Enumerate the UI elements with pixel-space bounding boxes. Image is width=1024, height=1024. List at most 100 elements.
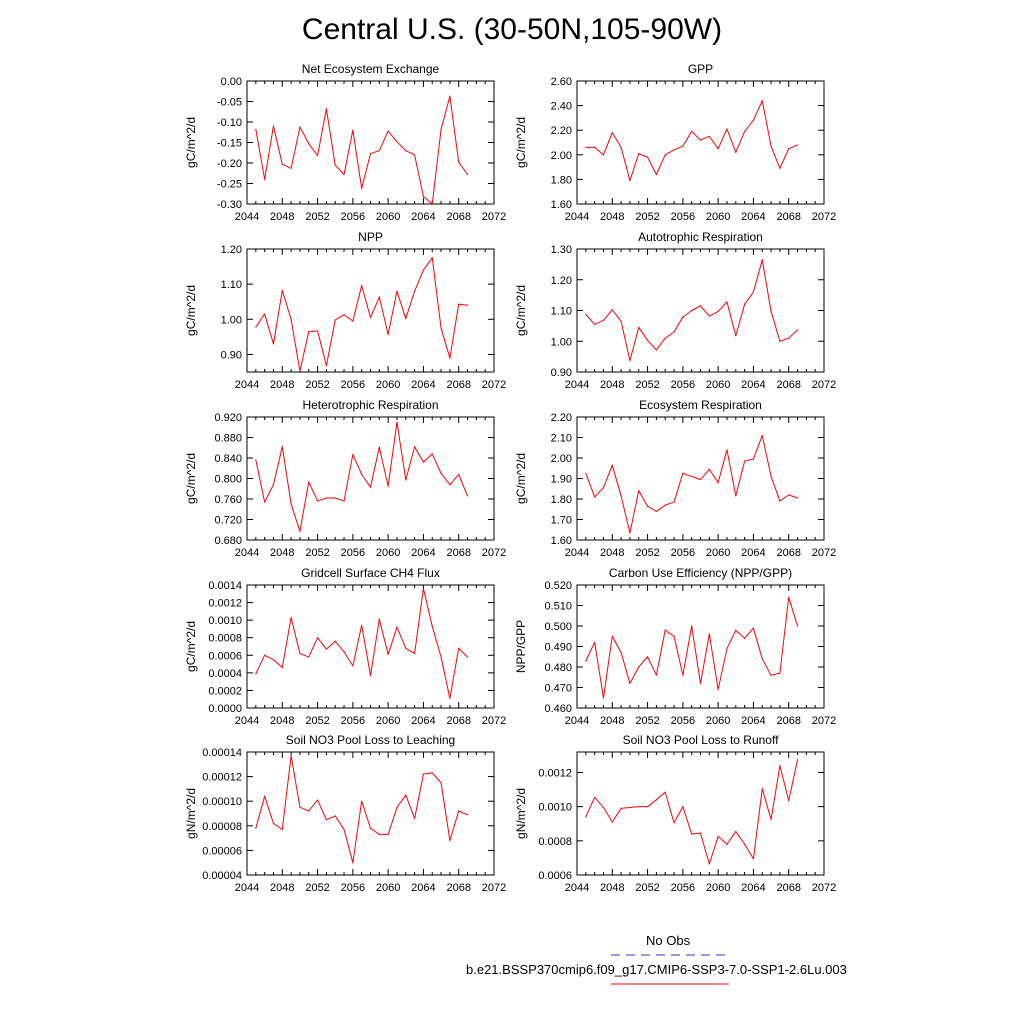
chart-1-net-ecosystem-exchange-point <box>440 128 442 130</box>
chart-2-gpp-point <box>664 154 666 156</box>
chart-8-carbon-use-efficiency-npp-gpp-point <box>796 625 799 627</box>
chart-1-net-ecosystem-exchange-xtick-label: 2052 <box>305 211 329 223</box>
chart-1-net-ecosystem-exchange-point <box>272 125 275 127</box>
chart-5-heterotrophic-respiration-point <box>325 497 327 499</box>
chart-7-gridcell-surface-ch4-flux-point <box>308 656 310 658</box>
chart-6-ecosystem-respiration: Ecosystem Respiration gC/m^2/d 2044 2048 205… <box>514 398 836 559</box>
chart-8-carbon-use-efficiency-npp-gpp-point <box>726 647 728 650</box>
chart-10-soil-no3-pool-loss-to-runoff-xtick-label: 2072 <box>812 882 836 894</box>
chart-7-gridcell-surface-ch4-flux-point <box>422 587 425 590</box>
chart-10-soil-no3-pool-loss-to-runoff-point <box>620 807 622 809</box>
chart-1-net-ecosystem-exchange-ytick-label: -0.20 <box>217 158 242 170</box>
chart-1-net-ecosystem-exchange-frame <box>246 80 495 205</box>
chart-8-carbon-use-efficiency-npp-gpp-point <box>585 660 587 662</box>
chart-6-ecosystem-respiration-xtick-label: 2072 <box>812 547 836 559</box>
chart-2-gpp-point <box>594 146 596 149</box>
chart-2-gpp-point <box>620 146 622 149</box>
chart-2-gpp-ytick-label: 2.20 <box>551 125 572 137</box>
chart-3-npp: NPP gC/m^2/d 2044 2048 2052 2056 2060 2064 2068 2… <box>184 230 506 391</box>
chart-1-net-ecosystem-exchange-ytick-label: -0.15 <box>217 138 242 150</box>
chart-7-gridcell-surface-ch4-flux-point <box>405 647 407 649</box>
chart-8-carbon-use-efficiency-npp-gpp-point <box>664 629 666 631</box>
chart-6-ecosystem-respiration-point <box>602 487 605 489</box>
chart-10-soil-no3-pool-loss-to-runoff-xtick-label: 2056 <box>671 882 695 894</box>
chart-3-npp-ytick-label: 1.20 <box>221 244 242 256</box>
chart-5-heterotrophic-respiration-ytick-label: 0.920 <box>214 412 242 424</box>
chart-9-soil-no3-pool-loss-to-leaching-ytick-label: 0.00004 <box>202 870 242 882</box>
chart-2-gpp-series-line <box>585 100 798 182</box>
chart-4-autotrophic-respiration-point <box>717 310 719 313</box>
chart-5-heterotrophic-respiration-point <box>466 495 469 497</box>
chart-10-soil-no3-pool-loss-to-runoff-point <box>744 843 746 845</box>
chart-2-gpp-point <box>691 130 693 133</box>
chart-1-net-ecosystem-exchange-point <box>316 155 319 157</box>
chart-7-gridcell-surface-ch4-flux-point <box>264 654 266 656</box>
chart-4-autotrophic-respiration-point <box>629 360 631 362</box>
chart-10-soil-no3-pool-loss-to-runoff-point <box>691 833 693 835</box>
chart-8-carbon-use-efficiency-npp-gpp-point <box>779 672 781 674</box>
chart-3-npp-point <box>361 284 363 287</box>
chart-7-gridcell-surface-ch4-flux-ytick-label: 0.0012 <box>208 598 242 610</box>
chart-4-autotrophic-respiration-point <box>752 291 755 293</box>
chart-4-autotrophic-respiration-xtick-label: 2068 <box>776 379 800 391</box>
chart-5-heterotrophic-respiration-point <box>414 446 416 448</box>
chart-4-autotrophic-respiration-point <box>585 313 587 316</box>
chart-2-gpp-point <box>726 128 728 130</box>
chart-4-autotrophic-respiration-point <box>726 301 728 303</box>
chart-4-autotrophic-respiration-ylabel: gC/m^2/d <box>514 285 528 336</box>
chart-1-net-ecosystem-exchange-point <box>361 187 363 190</box>
chart-8-carbon-use-efficiency-npp-gpp-xtick-label: 2060 <box>706 715 730 727</box>
chart-4-autotrophic-respiration-xtick-label: 2044 <box>565 379 589 391</box>
chart-9-soil-no3-pool-loss-to-leaching-xtick-label: 2056 <box>341 882 365 894</box>
chart-1-net-ecosystem-exchange-point <box>308 143 310 145</box>
chart-4-autotrophic-respiration-ytick-label: 1.20 <box>551 275 572 287</box>
chart-9-soil-no3-pool-loss-to-leaching-point <box>316 799 319 801</box>
chart-1-net-ecosystem-exchange-point <box>264 178 266 180</box>
chart-4-autotrophic-respiration-ytick-label: 0.90 <box>551 367 572 379</box>
chart-3-npp-xtick-label: 2052 <box>305 379 329 391</box>
chart-9-soil-no3-pool-loss-to-leaching-xtick-label: 2048 <box>270 882 294 894</box>
chart-6-ecosystem-respiration-ytick-label: 1.80 <box>551 494 572 506</box>
chart-4-autotrophic-respiration-point <box>779 340 781 342</box>
chart-6-ecosystem-respiration-point <box>788 494 790 496</box>
chart-10-soil-no3-pool-loss-to-runoff-point <box>602 806 605 809</box>
chart-7-gridcell-surface-ch4-flux-ylabel: gC/m^2/d <box>184 621 198 672</box>
chart-6-ecosystem-respiration-point <box>585 472 587 474</box>
chart-2-gpp: GPP gC/m^2/d 2044 2048 2052 2056 2060 2064 2068 2… <box>514 62 836 223</box>
chart-1-net-ecosystem-exchange-point <box>378 150 380 152</box>
chart-8-carbon-use-efficiency-npp-gpp-point <box>691 625 693 627</box>
chart-4-autotrophic-respiration-point <box>620 320 622 322</box>
chart-3-npp-point <box>378 296 380 298</box>
chart-10-soil-no3-pool-loss-to-runoff-title: Soil NO3 Pool Loss to Runoff <box>623 733 780 747</box>
chart-7-gridcell-surface-ch4-flux-xtick-label: 2052 <box>305 715 329 727</box>
chart-4-autotrophic-respiration-xtick-label: 2064 <box>741 379 765 391</box>
chart-7-gridcell-surface-ch4-flux-point <box>449 697 451 699</box>
chart-8-carbon-use-efficiency-npp-gpp-point <box>629 682 631 685</box>
chart-9-soil-no3-pool-loss-to-leaching-xtick-label: 2052 <box>305 882 329 894</box>
chart-9-soil-no3-pool-loss-to-leaching-xtick-label: 2064 <box>411 882 435 894</box>
chart-5-heterotrophic-respiration-ylabel: gC/m^2/d <box>184 453 198 504</box>
chart-8-carbon-use-efficiency-npp-gpp-point <box>752 627 755 629</box>
chart-2-gpp-point <box>752 119 755 121</box>
chart-7-gridcell-surface-ch4-flux-xtick-label: 2064 <box>411 715 435 727</box>
chart-5-heterotrophic-respiration: Heterotrophic Respiration gC/m^2/d 2044 204… <box>184 398 506 559</box>
chart-7-gridcell-surface-ch4-flux-point <box>378 618 380 620</box>
chart-4-autotrophic-respiration-point <box>708 315 710 317</box>
chart-9-soil-no3-pool-loss-to-leaching-point <box>255 827 257 829</box>
chart-10-soil-no3-pool-loss-to-runoff-point <box>629 806 631 809</box>
chart-5-heterotrophic-respiration-point <box>449 484 451 486</box>
chart-6-ecosystem-respiration-xtick-label: 2068 <box>776 547 800 559</box>
chart-5-heterotrophic-respiration-point <box>458 473 460 475</box>
chart-8-carbon-use-efficiency-npp-gpp-point <box>602 697 605 699</box>
chart-7-gridcell-surface-ch4-flux-frame <box>246 584 495 709</box>
chart-10-soil-no3-pool-loss-to-runoff-point <box>761 788 763 790</box>
chart-10-soil-no3-pool-loss-to-runoff-ytick-label: 0.0012 <box>538 768 572 780</box>
chart-4-autotrophic-respiration-point <box>691 309 693 312</box>
chart-8-carbon-use-efficiency-npp-gpp-xtick-label: 2072 <box>812 715 836 727</box>
chart-1-net-ecosystem-exchange-point <box>334 164 336 166</box>
chart-2-gpp-point <box>629 180 631 182</box>
chart-5-heterotrophic-respiration-point <box>281 446 283 448</box>
chart-2-gpp-ylabel: gC/m^2/d <box>514 117 528 168</box>
chart-3-npp-title: NPP <box>358 230 383 244</box>
